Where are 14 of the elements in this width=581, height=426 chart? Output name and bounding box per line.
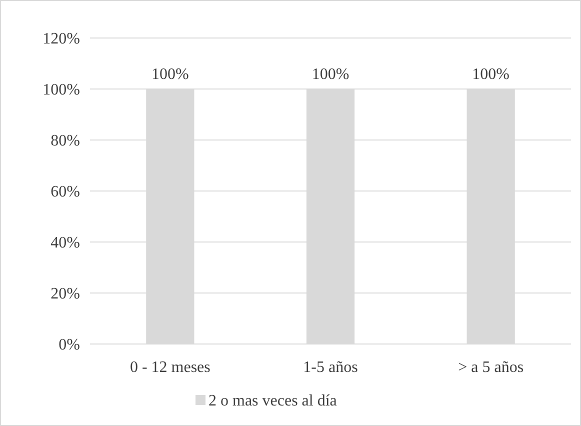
x-tick-label: > a 5 años bbox=[458, 359, 524, 376]
y-tick-label: 60% bbox=[50, 184, 80, 201]
y-tick-label: 100% bbox=[42, 82, 80, 99]
y-tick-label: 80% bbox=[50, 132, 80, 150]
y-tick-label: 40% bbox=[50, 234, 80, 252]
y-tick-label: 120% bbox=[42, 30, 80, 48]
y-tick-label: 20% bbox=[50, 286, 80, 303]
data-label: 100% bbox=[472, 66, 510, 83]
data-label: 100% bbox=[152, 66, 189, 83]
x-tick-label: 0 - 12 meses bbox=[130, 359, 210, 376]
data-label: 100% bbox=[312, 66, 350, 83]
legend-label: 2 o mas veces al día bbox=[208, 392, 337, 410]
y-tick-label: 0% bbox=[58, 336, 80, 354]
x-tick-label: 1-5 años bbox=[303, 359, 358, 376]
